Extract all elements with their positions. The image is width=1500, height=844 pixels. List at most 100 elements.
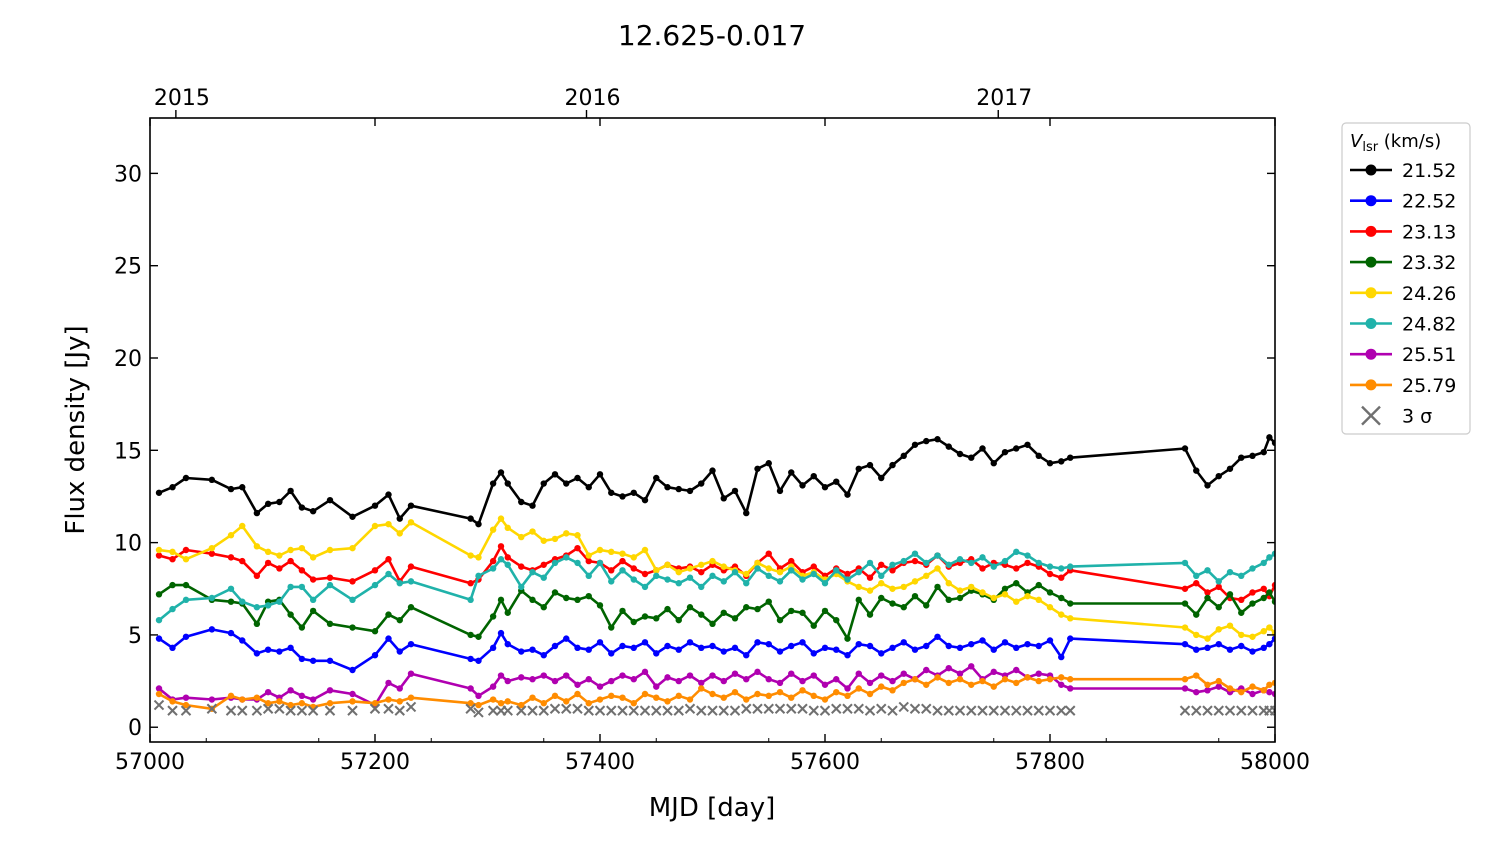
sigma-marker: [225, 705, 237, 716]
legend-sigma-cross: [1361, 405, 1381, 426]
sigma-marker: [696, 705, 707, 716]
sigma-marker: [594, 705, 606, 716]
x-tick-label: 57600: [790, 750, 860, 775]
data-point: [596, 683, 604, 690]
data-point: [630, 554, 637, 561]
sigma-marker: [898, 701, 909, 713]
data-point: [1215, 677, 1222, 685]
data-point: [1266, 554, 1273, 561]
data-point: [686, 604, 694, 611]
data-point: [287, 487, 294, 495]
data-point: [698, 561, 705, 568]
data-point: [504, 609, 511, 616]
data-point: [1238, 596, 1245, 604]
data-point: [371, 567, 379, 574]
data-point: [765, 572, 772, 580]
data-point: [208, 626, 216, 633]
data-point: [518, 533, 525, 541]
data-point: [934, 436, 941, 443]
data-point: [720, 609, 727, 616]
data-point: [264, 688, 272, 696]
data-point: [855, 596, 862, 604]
y-tick-label: 10: [114, 532, 142, 557]
data-point: [743, 652, 750, 659]
data-point: [889, 644, 896, 652]
data-point: [169, 605, 176, 613]
legend-swatch-marker: [1365, 164, 1377, 176]
data-point: [630, 489, 637, 496]
data-point: [619, 567, 626, 574]
data-point: [551, 642, 559, 650]
data-point: [900, 670, 907, 677]
data-point: [1260, 448, 1267, 456]
data-point: [287, 687, 294, 694]
data-point: [1046, 563, 1054, 570]
data-point: [1193, 672, 1200, 679]
data-point: [833, 676, 840, 683]
data-point: [596, 696, 604, 703]
sigma-marker: [864, 705, 876, 716]
data-point: [844, 576, 851, 583]
data-point: [155, 546, 163, 554]
data-point: [923, 666, 930, 674]
data-point: [709, 690, 716, 698]
data-point: [1238, 631, 1245, 639]
data-point: [475, 692, 482, 700]
data-point: [574, 596, 581, 604]
sigma-marker: [262, 703, 274, 714]
data-point: [810, 563, 817, 570]
data-point: [475, 554, 482, 561]
data-point: [641, 570, 649, 578]
data-point: [1204, 482, 1211, 489]
data-point: [540, 574, 547, 581]
data-point: [1226, 646, 1234, 653]
data-point: [1193, 467, 1200, 474]
series-line: [158, 581, 1275, 640]
data-point: [641, 496, 649, 504]
sigma-marker: [1247, 705, 1258, 716]
series-24-82: [155, 548, 1275, 624]
sigma-marker: [932, 705, 943, 716]
legend-label: 22.52: [1402, 191, 1456, 213]
sigma-marker: [808, 705, 819, 716]
data-point: [709, 467, 716, 474]
data-point: [396, 580, 403, 587]
data-point: [1215, 683, 1222, 690]
data-point: [1046, 604, 1054, 611]
data-point: [743, 676, 750, 683]
data-point: [990, 646, 997, 653]
data-point: [900, 557, 907, 565]
data-point: [529, 528, 536, 535]
data-point: [208, 476, 216, 484]
data-point: [497, 629, 505, 637]
data-point: [1249, 600, 1256, 607]
data-point: [1249, 648, 1256, 655]
data-point: [349, 578, 356, 585]
data-point: [467, 515, 474, 522]
data-point: [563, 635, 570, 642]
data-point: [630, 576, 637, 583]
data-point: [900, 639, 907, 646]
data-point: [878, 650, 885, 657]
data-point: [1204, 589, 1211, 596]
data-point: [799, 677, 806, 685]
data-point: [630, 565, 637, 572]
data-point: [349, 544, 356, 552]
sigma-marker: [296, 705, 308, 716]
data-point: [1204, 644, 1211, 652]
data-point: [253, 572, 261, 580]
legend-item: 22.52: [1350, 191, 1456, 213]
data-point: [619, 672, 626, 679]
data-point: [1266, 624, 1273, 631]
data-point: [169, 548, 176, 556]
data-point: [788, 567, 795, 574]
sigma-marker: [628, 705, 639, 716]
sigma-marker: [729, 705, 741, 716]
data-point: [743, 570, 750, 578]
data-point: [1181, 600, 1189, 607]
data-point: [675, 568, 682, 576]
data-point: [844, 652, 851, 659]
data-point: [276, 598, 283, 605]
y-tick-label: 25: [114, 255, 142, 280]
data-point: [855, 640, 862, 648]
